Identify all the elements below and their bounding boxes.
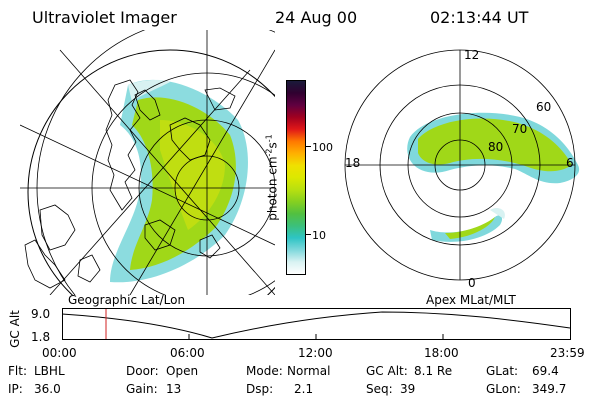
time-tick-1200: 12:00 — [298, 346, 333, 360]
glon-value: 349.7 — [532, 382, 567, 396]
time-label: 02:13:44 UT — [430, 8, 529, 27]
ip-label: IP: — [8, 382, 23, 396]
mlt-label-6: 6 — [566, 156, 574, 170]
time-tick-2359: 23:59 — [550, 346, 585, 360]
colorbar-tick-10: 10 — [312, 229, 326, 242]
gain-value: 13 — [166, 382, 182, 396]
mlt-label-18: 18 — [345, 156, 360, 170]
lat-label-60: 60 — [536, 100, 551, 114]
geographic-map — [20, 30, 275, 295]
time-tick-1800: 18:00 — [424, 346, 459, 360]
instrument-title: Ultraviolet Imager — [32, 8, 177, 27]
glat-label: GLat: — [486, 364, 519, 378]
lat-label-70: 70 — [512, 122, 527, 136]
colorbar-unit-label: photon cm-2s-1 — [264, 134, 280, 221]
altitude-plot — [62, 308, 571, 340]
door-value: Open — [166, 364, 199, 378]
flt-value: LBHL — [34, 364, 65, 378]
magnetic-panel-label: Apex MLat/MLT — [426, 293, 516, 307]
time-tick-0600: 06:00 — [170, 346, 205, 360]
magnetic-polar-plot: 12 18 6 0 60 70 80 — [344, 48, 580, 290]
lat-label-80: 80 — [488, 140, 503, 154]
dsp-value: 2.1 — [294, 382, 314, 396]
altitude-curve — [62, 311, 571, 339]
altitude-axis-label: GC Alt — [8, 310, 22, 348]
gcalt-value: 8.1 Re — [414, 364, 453, 378]
glon-label: GLon: — [486, 382, 521, 396]
aurora-emission-geographic — [110, 79, 248, 283]
mode-label: Mode: — [246, 364, 283, 378]
mode-value: Normal — [287, 364, 331, 378]
gain-label: Gain: — [126, 382, 158, 396]
altitude-tick-high: 9.0 — [31, 307, 51, 321]
gcalt-label: GC Alt: — [366, 364, 408, 378]
door-label: Door: — [126, 364, 159, 378]
seq-value: 39 — [400, 382, 416, 396]
mlt-label-12: 12 — [464, 48, 479, 62]
mlt-label-0: 0 — [468, 276, 476, 290]
colorbar-tick-100: 100 — [312, 141, 333, 154]
flt-label: Flt: — [8, 364, 27, 378]
date-label: 24 Aug 00 — [275, 8, 358, 27]
magnetic-grid — [344, 49, 576, 281]
altitude-x-ticks — [188, 334, 444, 339]
glat-value: 69.4 — [532, 364, 559, 378]
altitude-tick-low: 1.8 — [31, 330, 51, 344]
colorbar — [286, 80, 306, 275]
seq-label: Seq: — [366, 382, 393, 396]
dsp-label: Dsp: — [246, 382, 274, 396]
time-tick-0000: 00:00 — [42, 346, 77, 360]
map-horizon — [27, 49, 275, 295]
altitude-plot-frame — [62, 308, 571, 340]
geographic-grid — [20, 30, 275, 295]
aurora-emission-magnetic — [407, 112, 580, 242]
geographic-panel-label: Geographic Lat/Lon — [68, 293, 186, 307]
ip-value: 36.0 — [34, 382, 61, 396]
